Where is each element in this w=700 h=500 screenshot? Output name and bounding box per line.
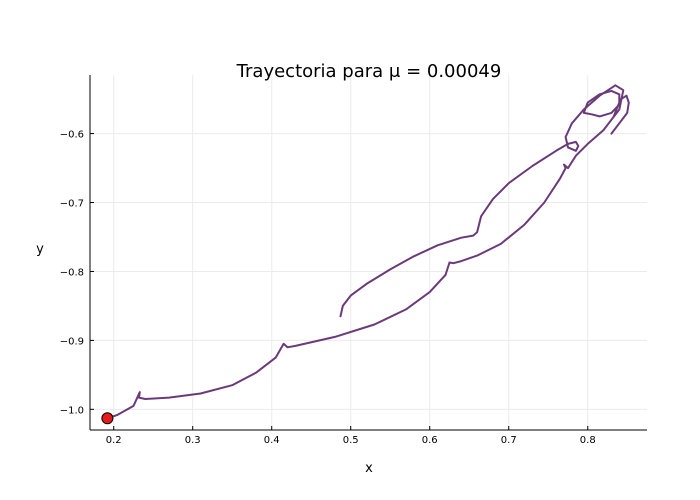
y-tick-label: −1.0 [60,405,84,416]
y-tick-label: −0.8 [60,267,84,278]
y-tick-label: −0.6 [60,130,84,141]
x-ticks: 0.2 0.3 0.4 0.5 0.6 0.7 0.8 [106,426,596,446]
x-tick-label: 0.6 [422,435,438,446]
x-axis-label: x [365,461,373,476]
start-point-marker [101,412,114,425]
y-ticks: −0.6 −0.7 −0.8 −0.9 −1.0 [60,130,94,416]
x-tick-label: 0.5 [343,435,359,446]
y-tick-label: −0.9 [60,336,84,347]
x-tick-label: 0.4 [264,435,280,446]
trajectory-line-3 [610,94,630,135]
y-axis-label: y [36,242,44,257]
trajectory-line-2 [582,89,621,118]
marker-layer [101,412,114,425]
series-layer [106,84,630,420]
trajectory-line-1 [106,84,625,420]
x-tick-label: 0.7 [501,435,517,446]
x-tick-label: 0.2 [106,435,122,446]
grid [90,75,647,430]
y-tick-label: −0.7 [60,199,84,210]
x-tick-label: 0.3 [185,435,201,446]
x-tick-label: 0.8 [580,435,596,446]
chart-title: Trayectoria para μ = 0.00049 [236,61,502,82]
